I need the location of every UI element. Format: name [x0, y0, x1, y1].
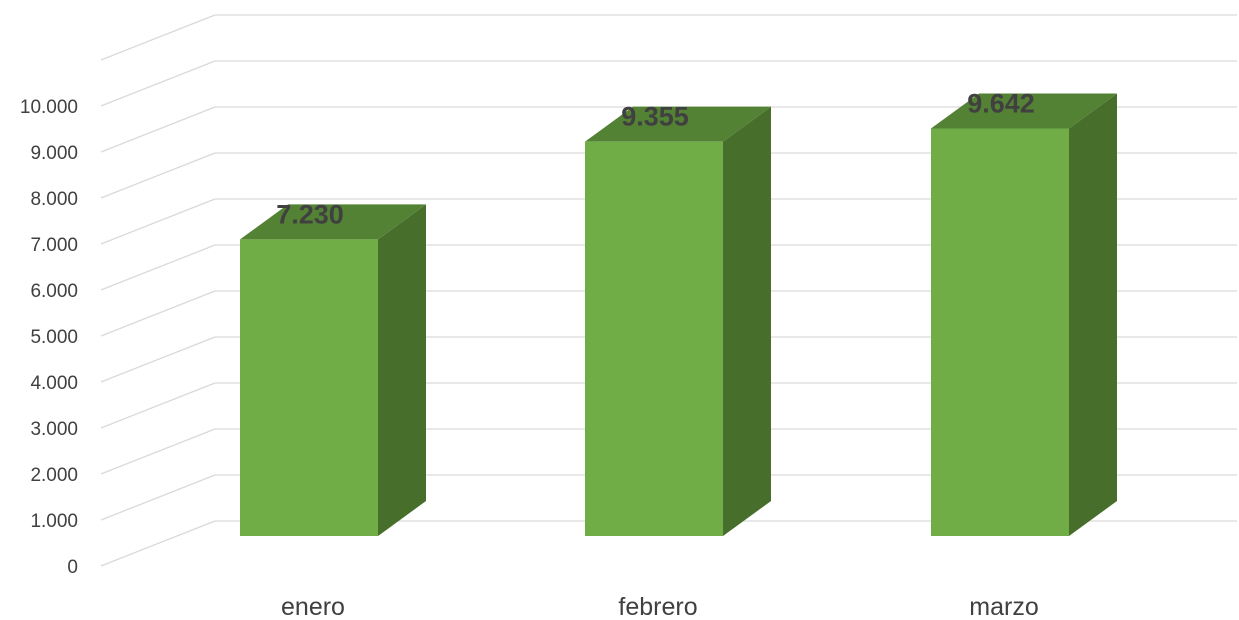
bar-marzo — [931, 128, 1069, 536]
y-tick-label: 0 — [67, 557, 78, 578]
data-label: 9.355 — [621, 102, 689, 132]
gridline-diagonal — [100, 14, 216, 61]
x-tick-label: febrero — [618, 593, 697, 620]
bar-side — [1069, 93, 1117, 536]
gridline-diagonal — [100, 520, 216, 567]
gridline-diagonal — [100, 428, 216, 475]
y-tick-label: 2.000 — [30, 465, 78, 486]
gridline-diagonal — [100, 106, 216, 153]
bar-top — [240, 204, 426, 240]
bar-top — [931, 93, 1117, 129]
bar-enero — [240, 239, 378, 537]
x-axis-ticks: enero febrero marzo — [281, 593, 1039, 620]
y-tick-label: 1.000 — [30, 511, 78, 532]
gridline-diagonal — [100, 474, 216, 521]
y-tick-label: 7.000 — [30, 235, 78, 256]
bar-side — [378, 204, 426, 537]
y-axis-ticks: 0 1.000 2.000 3.000 4.000 5.000 6.000 7.000 8.00… — [20, 97, 78, 578]
y-tick-label: 8.000 — [30, 189, 78, 210]
bar-febrero — [585, 141, 723, 537]
gridline-diagonal — [100, 244, 216, 291]
y-tick-label: 9.000 — [30, 143, 78, 164]
data-label: 7.230 — [276, 199, 344, 229]
y-tick-label: 3.000 — [30, 419, 78, 440]
bar-top — [585, 106, 771, 142]
data-label: 9.642 — [967, 88, 1035, 118]
y-tick-label: 5.000 — [30, 327, 78, 348]
gridline-diagonal — [100, 290, 216, 337]
gridline-diagonal — [100, 198, 216, 245]
y-tick-label: 6.000 — [30, 281, 78, 302]
y-tick-label: 4.000 — [30, 373, 78, 394]
gridline-diagonal — [100, 152, 216, 199]
x-tick-label: marzo — [969, 593, 1038, 620]
y-tick-label: 10.000 — [20, 97, 78, 118]
data-labels: 7.230 9.355 9.642 — [276, 88, 1035, 229]
gridline-diagonal — [100, 60, 216, 107]
gridline-diagonal — [100, 382, 216, 429]
x-tick-label: enero — [281, 593, 345, 620]
gridline-diagonal — [100, 336, 216, 383]
bars — [240, 93, 1117, 537]
bar-side — [723, 106, 771, 537]
